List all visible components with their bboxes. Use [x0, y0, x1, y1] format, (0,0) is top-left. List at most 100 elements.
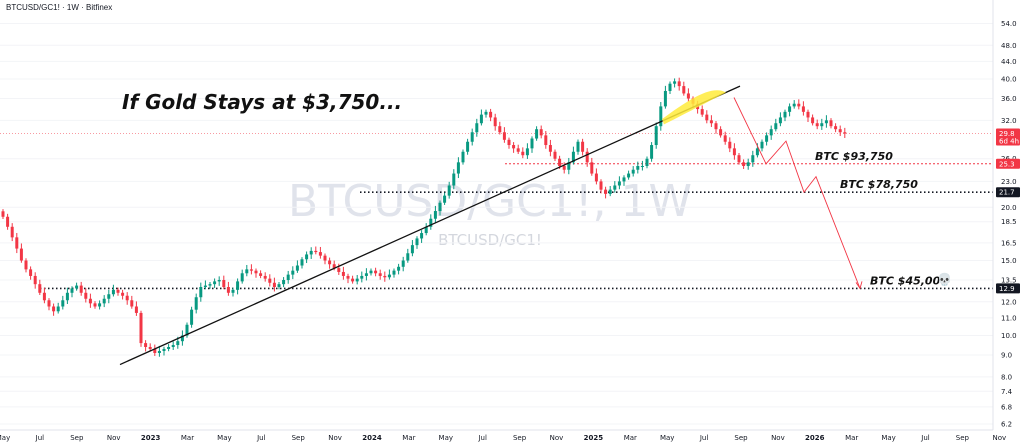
y-tick-label: 20.0: [1001, 204, 1017, 212]
candle: [489, 108, 493, 122]
candle: [484, 109, 488, 118]
candle-body: [318, 252, 322, 256]
candle-body: [594, 173, 598, 182]
candle-body: [19, 248, 23, 261]
x-tick-label: May: [660, 434, 674, 442]
candle-body: [282, 280, 286, 285]
candle: [636, 161, 640, 174]
price-tag[interactable]: 25.3: [996, 158, 1020, 169]
candle-body: [585, 151, 589, 163]
candle: [15, 232, 19, 254]
candle-body: [429, 218, 433, 227]
candle: [240, 269, 244, 284]
candle-body: [590, 162, 594, 174]
candle: [355, 274, 359, 285]
y-tick-label: 9.0: [1001, 352, 1012, 360]
x-tick-label: May: [0, 434, 10, 442]
candle: [208, 281, 212, 289]
x-tick-label: Sep: [734, 434, 748, 442]
x-tick-label: Mar: [624, 434, 637, 442]
y-tick-label: 6.2: [1001, 421, 1012, 429]
candle-body: [755, 148, 759, 156]
candle: [498, 121, 502, 135]
candle-body: [530, 138, 534, 149]
candle: [456, 157, 460, 179]
candle-body: [479, 114, 483, 124]
candle: [144, 340, 148, 352]
candle: [525, 143, 529, 159]
candle-body: [383, 275, 387, 278]
candle-body: [286, 274, 290, 281]
trend-line[interactable]: [119, 85, 741, 366]
candle-body: [452, 173, 456, 186]
price-tag[interactable]: 12.9: [996, 283, 1020, 294]
candle: [263, 272, 267, 282]
candle: [746, 158, 750, 170]
level-annotation[interactable]: BTC $93,750: [815, 150, 893, 163]
candle: [134, 301, 138, 316]
candle-body: [622, 177, 626, 182]
candle: [226, 281, 230, 296]
candle-body: [489, 111, 493, 118]
candle: [360, 271, 364, 283]
candle-body: [6, 216, 10, 227]
candle: [194, 293, 198, 314]
candle: [645, 156, 649, 169]
x-tick-label: 2023: [141, 434, 161, 442]
candle-body: [774, 123, 778, 130]
symbol-title: BTCUSD/GC1! · 1W · Bitfinex: [6, 3, 113, 12]
headline-annotation[interactable]: If Gold Stays at $3,750...: [122, 90, 402, 114]
y-tick-label: 54.0: [1001, 20, 1017, 28]
candle-body: [627, 173, 631, 178]
candle-body: [456, 162, 460, 174]
level-annotation[interactable]: BTC $45,000: [870, 274, 948, 287]
price-tag[interactable]: 29.86d 4h: [996, 128, 1020, 146]
y-tick-label: 13.5: [1001, 277, 1017, 285]
candle-body: [433, 211, 437, 219]
price-tag[interactable]: 21.7: [996, 187, 1020, 198]
candle-body: [742, 162, 746, 166]
candle: [507, 137, 511, 149]
candle: [47, 298, 51, 311]
candle: [774, 118, 778, 132]
level-annotation[interactable]: BTC $78,750: [840, 178, 918, 191]
candle-body: [576, 141, 580, 152]
candle-body: [309, 250, 313, 255]
y-tick-label: 40.0: [1001, 76, 1017, 84]
price-tag-countdown: 6d 4h: [999, 137, 1019, 145]
candle-body: [824, 120, 828, 124]
candle-body: [834, 126, 838, 130]
candle: [171, 341, 175, 350]
candle-body: [337, 268, 341, 272]
price-axis[interactable]: 54.048.044.040.036.032.026.023.020.018.5…: [1001, 20, 1017, 429]
candle: [199, 282, 203, 302]
candle-body: [539, 129, 543, 136]
candle-body: [277, 284, 281, 287]
candle: [52, 303, 56, 316]
candle-body: [548, 145, 552, 152]
candle: [650, 142, 654, 162]
candle-body: [650, 145, 654, 159]
projected-path[interactable]: [733, 97, 861, 289]
candle: [843, 127, 847, 138]
candle: [397, 263, 401, 275]
candle: [185, 322, 189, 338]
candle: [167, 344, 171, 352]
candle-body: [544, 135, 548, 146]
highlight-marker[interactable]: [662, 90, 726, 125]
candle: [714, 121, 718, 134]
x-tick-label: Mar: [845, 434, 858, 442]
y-tick-label: 11.0: [1001, 314, 1017, 322]
candle-body: [443, 195, 447, 203]
candle-body: [461, 151, 465, 163]
candle: [217, 276, 221, 286]
x-tick-label: May: [439, 434, 453, 442]
candle: [157, 345, 161, 357]
candle: [673, 78, 677, 88]
candle: [245, 264, 249, 277]
candle-body: [153, 348, 157, 353]
time-axis[interactable]: May Jul Sep Nov 2023 Mar May Jul Sep Nov 2024 Mar Ma…: [0, 434, 1006, 442]
candle: [608, 185, 612, 197]
candle: [438, 200, 442, 216]
